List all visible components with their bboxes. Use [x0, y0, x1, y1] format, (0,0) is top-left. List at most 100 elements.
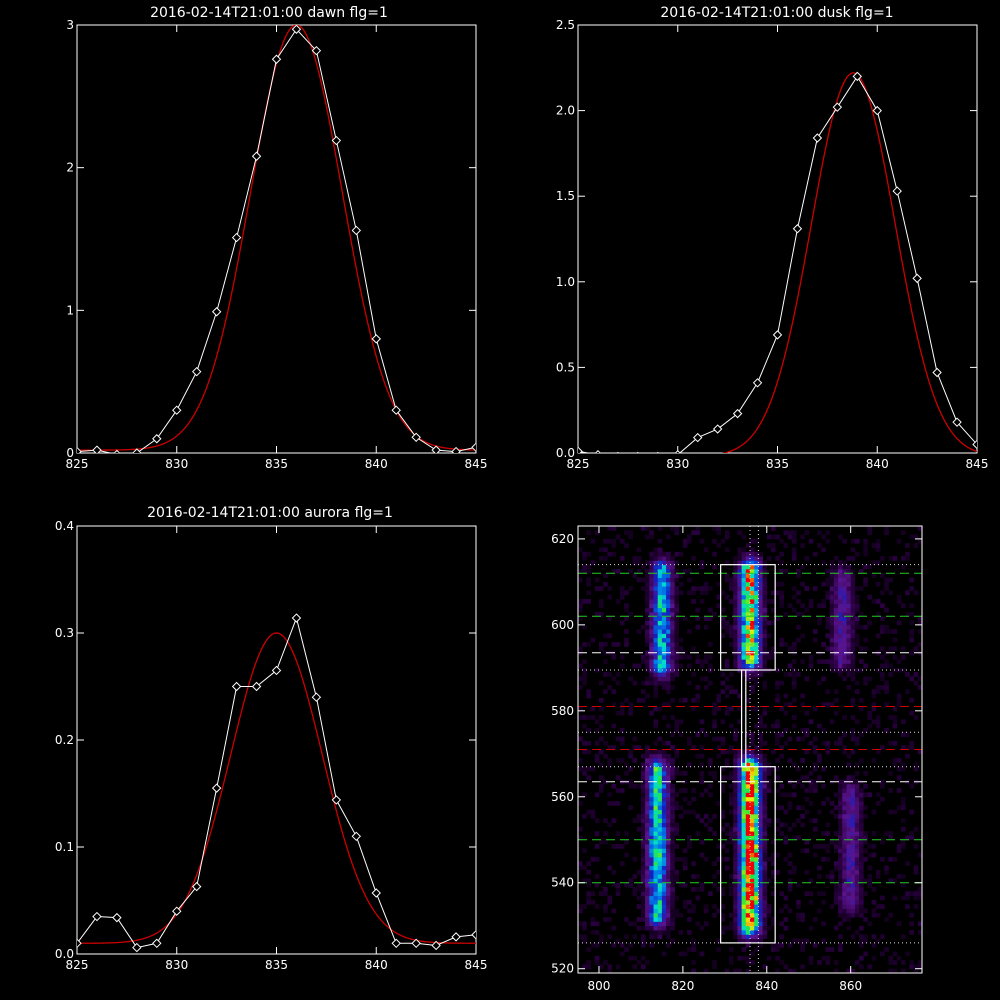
- image-pixel: [750, 813, 755, 819]
- image-pixel: [867, 676, 873, 682]
- image-pixel: [754, 891, 759, 897]
- image-pixel: [838, 779, 843, 785]
- image-pixel: [682, 616, 688, 621]
- image-pixel: [632, 758, 638, 763]
- image-pixel: [741, 607, 747, 613]
- image-pixel: [913, 715, 919, 720]
- image-pixel: [875, 719, 881, 725]
- image-pixel: [838, 642, 843, 647]
- image-pixel: [859, 835, 864, 841]
- image-hot-pixel: [750, 869, 755, 875]
- image-pixel: [821, 831, 826, 836]
- image-pixel: [762, 560, 768, 566]
- image-pixel: [758, 852, 763, 858]
- image-pixel: [770, 654, 776, 660]
- image-pixel: [586, 861, 591, 866]
- image-pixel: [640, 917, 646, 922]
- image-pixel: [741, 556, 747, 561]
- image-pixel: [838, 603, 843, 609]
- image-pixel: [850, 904, 856, 909]
- image-pixel: [733, 805, 738, 811]
- image-pixel: [733, 732, 738, 738]
- image-pixel: [607, 895, 612, 901]
- image-pixel: [838, 887, 843, 892]
- image-pixel: [750, 882, 755, 888]
- image-pixel: [758, 770, 763, 776]
- image-pixel: [842, 590, 847, 596]
- image-pixel: [745, 775, 751, 780]
- image-pixel: [842, 564, 847, 570]
- image-pixel: [750, 874, 755, 879]
- image-pixel: [829, 646, 835, 652]
- image-pixel: [905, 861, 910, 866]
- image-pixel: [745, 663, 751, 669]
- image-pixel: [687, 568, 692, 574]
- image-pixel: [838, 835, 843, 841]
- image-pixel: [666, 912, 671, 918]
- image-pixel: [850, 934, 856, 940]
- image-pixel: [661, 904, 667, 909]
- image-pixel: [586, 878, 591, 884]
- image-pixel: [615, 801, 621, 806]
- image-pixel: [766, 856, 772, 862]
- image-pixel: [653, 865, 659, 871]
- image-pixel: [733, 848, 738, 854]
- image-pixel: [741, 603, 747, 609]
- image-pixel: [800, 633, 805, 639]
- image-pixel: [750, 676, 755, 682]
- image-pixel: [871, 955, 877, 961]
- image-pixel: [712, 964, 717, 970]
- image-pixel: [733, 753, 738, 759]
- image-pixel: [745, 749, 751, 755]
- image-pixel: [901, 564, 906, 570]
- image-pixel: [833, 586, 839, 591]
- image-ytick-label: 600: [551, 618, 574, 632]
- image-pixel: [670, 831, 675, 836]
- image-pixel: [661, 676, 667, 682]
- image-pixel: [812, 844, 818, 849]
- image-pixel: [762, 646, 768, 652]
- image-pixel: [863, 646, 868, 652]
- image-pixel: [888, 577, 894, 583]
- image-pixel: [842, 616, 847, 621]
- image-pixel: [628, 710, 633, 716]
- image-pixel: [842, 607, 847, 613]
- image-pixel: [666, 603, 671, 609]
- image-pixel: [754, 917, 759, 922]
- image-pixel: [582, 723, 587, 729]
- image-pixel: [649, 882, 654, 888]
- image-pixel: [582, 964, 587, 970]
- image-pixel: [863, 835, 868, 841]
- image-pixel: [901, 874, 906, 879]
- image-pixel: [804, 869, 810, 875]
- image-pixel: [607, 745, 612, 750]
- image-pixel: [733, 934, 738, 940]
- image-pixel: [598, 646, 604, 652]
- image-pixel: [850, 874, 856, 879]
- image-pixel: [812, 745, 818, 750]
- image-pixel: [720, 813, 726, 819]
- image-pixel: [720, 809, 726, 815]
- image-pixel: [859, 874, 864, 879]
- image-pixel: [611, 642, 617, 647]
- image-pixel: [594, 882, 600, 888]
- image-pixel: [724, 968, 730, 973]
- image-pixel: [607, 792, 612, 798]
- image-pixel: [657, 560, 663, 566]
- image-pixel: [670, 822, 675, 828]
- image-pixel: [838, 624, 843, 630]
- image-pixel: [590, 637, 596, 643]
- image-pixel: [619, 736, 625, 742]
- dawn-data-point: [231, 232, 242, 243]
- image-pixel: [653, 642, 659, 647]
- image-pixel: [611, 526, 617, 531]
- image-pixel: [842, 629, 847, 634]
- image-pixel: [829, 719, 835, 725]
- image-pixel: [762, 895, 768, 901]
- image-pixel: [712, 710, 717, 716]
- image-pixel: [770, 620, 776, 626]
- image-pixel: [850, 611, 856, 617]
- image-pixel: [598, 762, 604, 768]
- image-pixel: [871, 702, 877, 707]
- image-pixel: [846, 659, 852, 664]
